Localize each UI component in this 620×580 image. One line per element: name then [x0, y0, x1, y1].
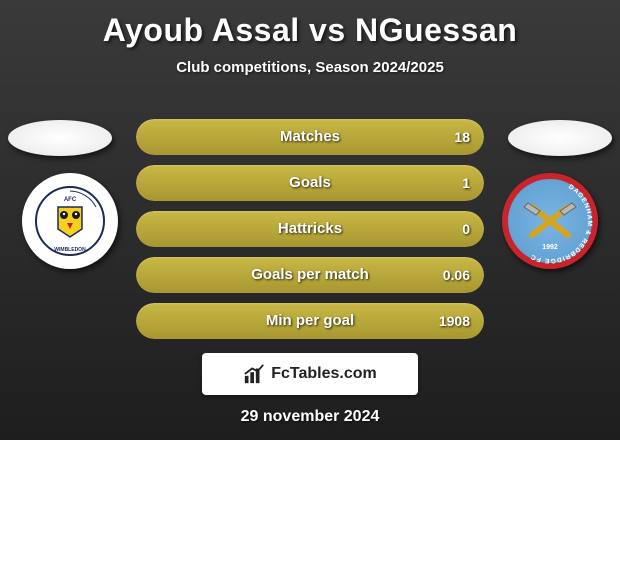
stat-row-mpg: Min per goal 1908	[136, 303, 484, 339]
stat-label: Goals	[136, 165, 484, 201]
club-crest-left: AFC WIMBLEDON	[28, 179, 112, 263]
comparison-card: Ayoub Assal vs NGuessan Club competition…	[0, 0, 620, 440]
fctables-link[interactable]: FcTables.com	[202, 353, 418, 395]
stat-label: Matches	[136, 119, 484, 155]
stat-label: Hattricks	[136, 211, 484, 247]
club-badge-left: AFC WIMBLEDON	[22, 173, 118, 269]
club-badge-right: 1992 DAGENHAM & REDBRIDGE FC	[502, 173, 598, 269]
stat-value-right: 1	[462, 165, 470, 201]
stat-label: Goals per match	[136, 257, 484, 293]
fctables-logo-icon	[243, 363, 265, 385]
dagred-ring-text-icon: DAGENHAM & REDBRIDGE FC	[502, 173, 598, 269]
stat-value-right: 1908	[439, 303, 470, 339]
stat-row-goals: Goals 1	[136, 165, 484, 201]
svg-text:WIMBLEDON: WIMBLEDON	[54, 247, 86, 253]
player-oval-left	[8, 120, 112, 156]
player-oval-right	[508, 120, 612, 156]
stat-label: Min per goal	[136, 303, 484, 339]
stat-value-right: 18	[454, 119, 470, 155]
stat-value-right: 0	[462, 211, 470, 247]
stat-row-gpm: Goals per match 0.06	[136, 257, 484, 293]
svg-text:DAGENHAM & REDBRIDGE FC: DAGENHAM & REDBRIDGE FC	[529, 183, 593, 264]
date: 29 november 2024	[0, 408, 620, 426]
fctables-label: FcTables.com	[271, 365, 377, 383]
svg-text:AFC: AFC	[64, 197, 77, 203]
subtitle: Club competitions, Season 2024/2025	[0, 59, 620, 76]
afc-crest-icon: AFC WIMBLEDON	[34, 185, 106, 257]
page-title: Ayoub Assal vs NGuessan	[0, 0, 620, 49]
stat-value-right: 0.06	[443, 257, 470, 293]
stat-row-hattricks: Hattricks 0	[136, 211, 484, 247]
stat-row-matches: Matches 18	[136, 119, 484, 155]
stat-rows: Matches 18 Goals 1 Hattricks 0 Goals per…	[136, 119, 484, 349]
